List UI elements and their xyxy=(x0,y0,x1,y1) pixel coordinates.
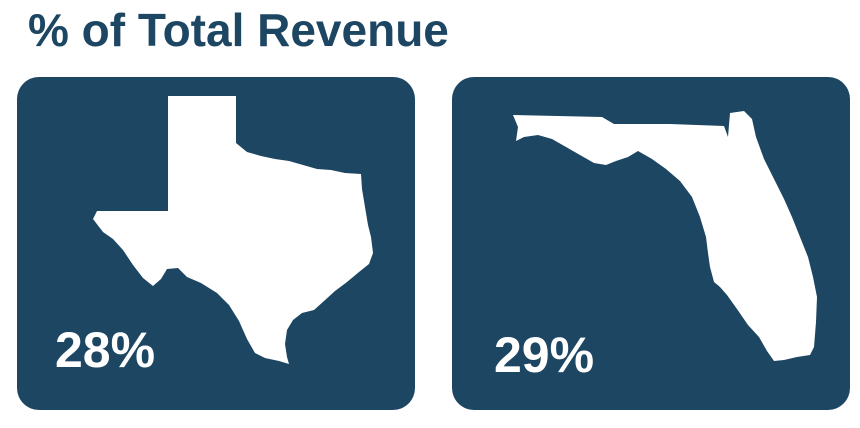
florida-revenue-percentage: 29% xyxy=(494,327,595,383)
page-title: % of Total Revenue xyxy=(28,4,449,56)
florida-map-icon xyxy=(513,111,817,361)
texas-map-icon xyxy=(93,96,373,364)
florida-revenue-card: 29% xyxy=(452,77,850,410)
texas-revenue-percentage: 28% xyxy=(55,322,156,378)
texas-revenue-card: 28% xyxy=(17,77,415,410)
